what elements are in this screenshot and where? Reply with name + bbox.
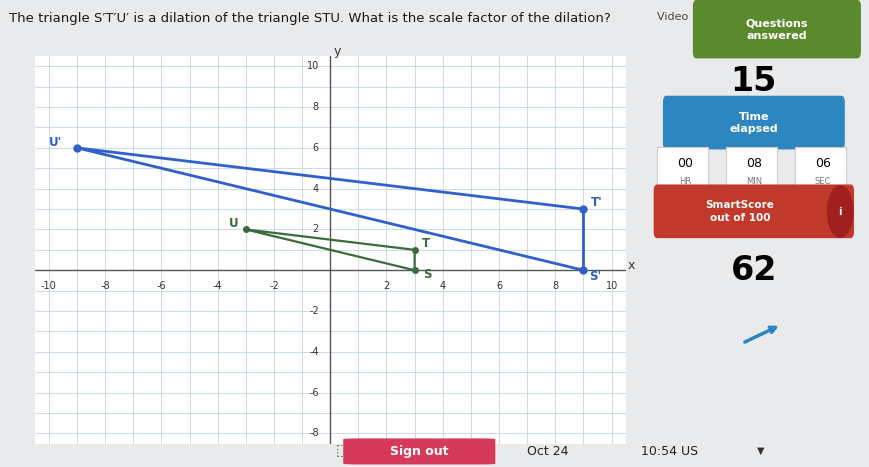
Text: Sign out: Sign out bbox=[390, 445, 449, 458]
Text: 06: 06 bbox=[815, 157, 831, 170]
Text: T': T' bbox=[591, 196, 602, 209]
Text: MIN: MIN bbox=[746, 177, 762, 186]
FancyBboxPatch shape bbox=[657, 147, 708, 187]
Text: -4: -4 bbox=[309, 347, 319, 357]
Text: -6: -6 bbox=[309, 388, 319, 397]
Text: ⬚: ⬚ bbox=[336, 444, 350, 459]
Text: y: y bbox=[334, 45, 341, 58]
Text: 15: 15 bbox=[731, 65, 777, 98]
Text: i: i bbox=[839, 206, 842, 217]
Text: S': S' bbox=[589, 270, 601, 283]
Text: U': U' bbox=[49, 136, 62, 149]
Text: -2: -2 bbox=[309, 306, 319, 316]
Text: S: S bbox=[423, 269, 432, 282]
Text: 00: 00 bbox=[677, 157, 693, 170]
Text: Oct 24: Oct 24 bbox=[527, 445, 568, 458]
FancyBboxPatch shape bbox=[795, 147, 846, 187]
Text: x: x bbox=[627, 259, 635, 272]
Text: 62: 62 bbox=[731, 255, 777, 287]
Text: HR: HR bbox=[679, 177, 691, 186]
Text: 8: 8 bbox=[553, 282, 559, 291]
Text: -4: -4 bbox=[213, 282, 222, 291]
FancyBboxPatch shape bbox=[653, 184, 854, 238]
Text: 6: 6 bbox=[313, 143, 319, 153]
Text: 6: 6 bbox=[496, 282, 502, 291]
Text: 2: 2 bbox=[313, 225, 319, 234]
Text: 8: 8 bbox=[313, 102, 319, 112]
FancyBboxPatch shape bbox=[726, 147, 777, 187]
Text: -2: -2 bbox=[269, 282, 279, 291]
Text: U: U bbox=[229, 218, 239, 230]
Text: SEC: SEC bbox=[815, 177, 831, 186]
Text: -8: -8 bbox=[100, 282, 109, 291]
Text: 2: 2 bbox=[383, 282, 389, 291]
FancyBboxPatch shape bbox=[663, 96, 845, 149]
Text: The triangle S′T′U′ is a dilation of the triangle STU. What is the scale factor : The triangle S′T′U′ is a dilation of the… bbox=[9, 12, 610, 25]
Text: -8: -8 bbox=[309, 428, 319, 439]
Text: Questions
answered: Questions answered bbox=[746, 18, 808, 41]
FancyBboxPatch shape bbox=[693, 0, 861, 58]
Text: 08: 08 bbox=[746, 157, 762, 170]
Text: SmartScore
out of 100: SmartScore out of 100 bbox=[706, 200, 774, 223]
Text: 4: 4 bbox=[313, 184, 319, 194]
FancyBboxPatch shape bbox=[343, 439, 495, 465]
Text: 10: 10 bbox=[606, 282, 618, 291]
Text: -10: -10 bbox=[41, 282, 56, 291]
Text: Time
elapsed: Time elapsed bbox=[730, 112, 778, 134]
Text: 4: 4 bbox=[440, 282, 446, 291]
Text: 10:54 US: 10:54 US bbox=[640, 445, 698, 458]
Text: T: T bbox=[421, 237, 430, 250]
Text: 10: 10 bbox=[307, 61, 319, 71]
Text: -6: -6 bbox=[156, 282, 166, 291]
Circle shape bbox=[827, 186, 852, 237]
Text: Video  ▶: Video ▶ bbox=[657, 12, 704, 21]
Text: ▼: ▼ bbox=[757, 446, 764, 456]
